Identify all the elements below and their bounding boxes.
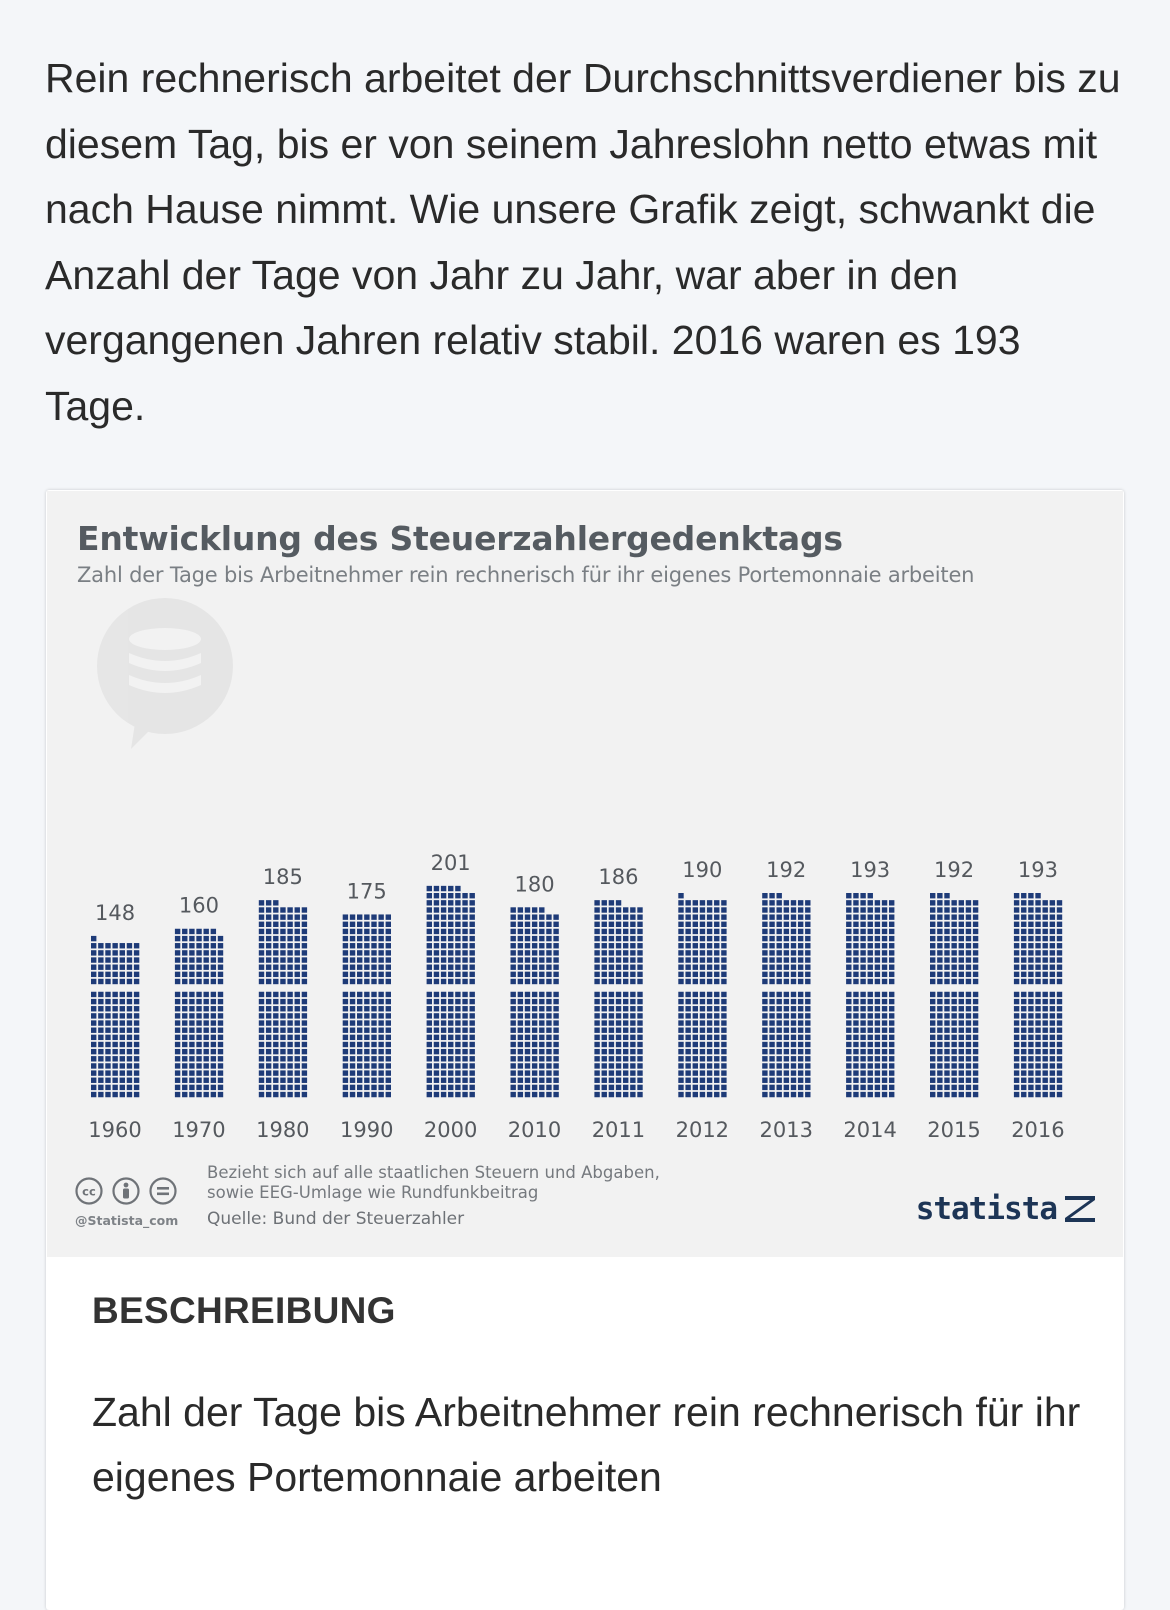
bars-group: [91, 885, 1063, 1098]
value-label-1970: 160: [179, 894, 219, 918]
description-heading: BESCHREIBUNG: [92, 1290, 396, 1331]
year-label-1980: 1980: [256, 1118, 309, 1142]
bar-2011: [594, 900, 643, 1098]
year-labels-group: 1960 1970 1980 1990 2000 2010 2011 2012 2013 2014…: [88, 1118, 1064, 1142]
year-label-2010: 2010: [508, 1118, 561, 1142]
value-label-2012: 190: [682, 858, 722, 882]
infographic-card: 148 160 185 175 201 180 186 190 192 193 192 193 196…: [46, 490, 1124, 1610]
value-labels-group: 148 160 185 175 201 180 186 190 192 193 192 193: [95, 851, 1058, 925]
value-label-2011: 186: [598, 865, 638, 889]
value-label-1980: 185: [263, 865, 303, 889]
chart-note-line-1: Bezieht sich auf alle staatlichen Steuer…: [207, 1163, 660, 1182]
year-label-2012: 2012: [676, 1118, 729, 1142]
bar-2016: [1013, 893, 1063, 1098]
no-derivatives-icon: [149, 1177, 177, 1205]
waffle-bar-chart: 148 160 185 175 201 180 186 190 192 193 192 193 196…: [88, 598, 1065, 1142]
chart-source: Quelle: Bund der Steuerzahler: [207, 1209, 465, 1229]
description-text: Zahl der Tage bis Arbeitnehmer rein rech…: [92, 1389, 1081, 1500]
value-label-2016: 193: [1018, 858, 1058, 882]
bar-2014: [846, 893, 895, 1098]
chart-subtitle: Zahl der Tage bis Arbeitnehmer rein rech…: [77, 563, 975, 587]
bar-2010: [510, 907, 559, 1098]
bar-2000: [426, 885, 475, 1098]
value-label-1990: 175: [347, 879, 387, 903]
year-label-1970: 1970: [172, 1118, 225, 1142]
chart-title: Entwicklung des Steuerzahlergedenktags: [77, 519, 843, 558]
statista-wordmark: statista: [915, 1191, 1058, 1227]
value-label-1960: 148: [95, 901, 135, 925]
creative-commons-icons: cc: [75, 1177, 177, 1205]
bar-2012: [678, 893, 727, 1098]
value-label-2000: 201: [431, 851, 471, 875]
bar-2015: [930, 893, 979, 1098]
attribution-icon: [112, 1177, 140, 1205]
chart-note-line-2: sowie EEG-Umlage wie Rundfunkbeitrag: [207, 1183, 539, 1202]
year-label-2011: 2011: [592, 1118, 645, 1142]
year-label-2013: 2013: [759, 1118, 812, 1142]
statista-logo: statista: [916, 1191, 1095, 1227]
year-label-1960: 1960: [88, 1118, 141, 1142]
year-label-1990: 1990: [340, 1118, 393, 1142]
bar-1980: [258, 900, 308, 1098]
statista-handle: @Statista_com: [75, 1213, 179, 1228]
statista-logo-icon: [1065, 1196, 1095, 1222]
year-label-2014: 2014: [843, 1118, 896, 1142]
svg-text:cc: cc: [82, 1185, 96, 1199]
bar-1990: [342, 914, 391, 1098]
value-label-2014: 193: [850, 858, 890, 882]
value-label-2013: 192: [766, 858, 806, 882]
bar-1960: [91, 935, 140, 1098]
infographic: 148 160 185 175 201 180 186 190 192 193 192 193 196…: [47, 491, 1123, 1257]
bar-1970: [174, 928, 224, 1098]
bar-2013: [762, 893, 811, 1098]
year-label-2016: 2016: [1011, 1118, 1064, 1142]
year-label-2000: 2000: [424, 1118, 477, 1142]
year-label-2015: 2015: [927, 1118, 980, 1142]
chart-notes: Bezieht sich auf alle staatlichen Steuer…: [207, 1163, 660, 1203]
cc-icon: cc: [75, 1177, 103, 1205]
value-label-2015: 192: [934, 858, 974, 882]
value-label-2010: 180: [514, 872, 554, 896]
database-watermark-icon: [97, 598, 233, 749]
article-intro-text: Rein rechnerisch arbeitet der Durchschni…: [45, 55, 1121, 429]
